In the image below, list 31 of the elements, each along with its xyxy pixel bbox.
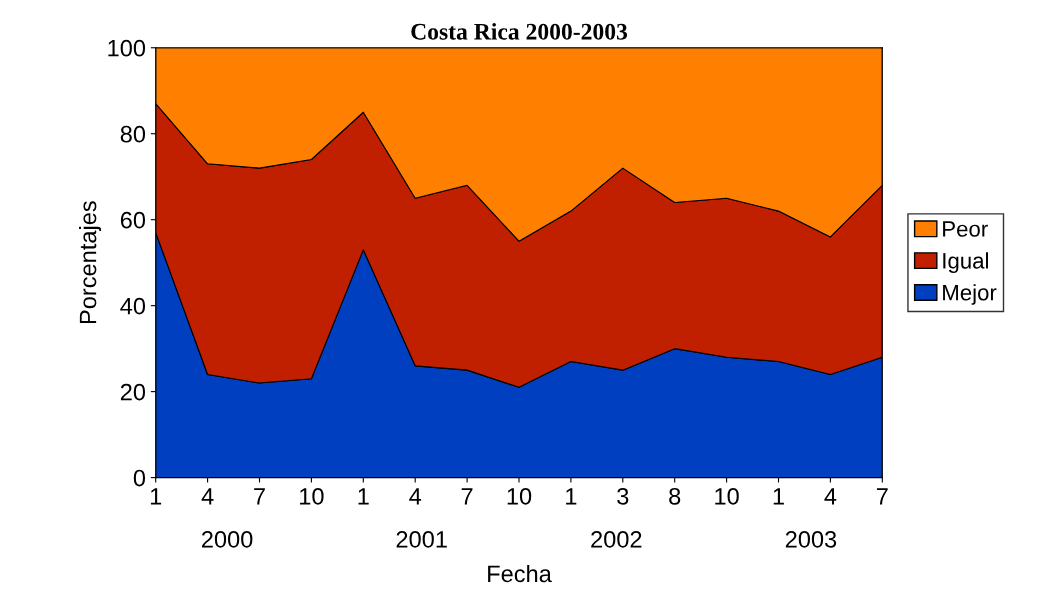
x-tick-label: 10 [507, 487, 532, 505]
y-tick-label: 40 [120, 297, 146, 315]
legend-label: Igual [943, 252, 988, 274]
text: 2003 [785, 531, 837, 548]
x-tick-label: 1 [150, 488, 162, 505]
x-tick-label: 7 [876, 488, 888, 505]
x-tick-label: 4 [824, 488, 837, 505]
y-tick-label: 60 [120, 211, 146, 229]
text: 2001 [396, 531, 447, 548]
x-tick-label: 7 [254, 488, 265, 505]
x-tick-label: 10 [300, 487, 324, 505]
x-tick-label: 1 [566, 488, 577, 505]
y-tick-label: 80 [120, 125, 146, 143]
x-tick-label: 3 [617, 487, 629, 505]
legend-label: Mejor [943, 284, 997, 305]
y-tick-label: 20 [120, 383, 146, 401]
y-tick-label: 100 [108, 39, 146, 57]
x-tick-label: 4 [201, 488, 214, 505]
x-axis-title: Fecha [488, 564, 552, 583]
x-tick-label: 1 [773, 488, 784, 505]
chart-title: Costa Rica 2000-2003 [411, 23, 628, 40]
x-tick-label: 7 [461, 488, 473, 505]
y-tick-label: 0 [133, 469, 146, 487]
text: 2002 [591, 531, 642, 548]
x-tick-label: 1 [358, 488, 369, 505]
text: 2000 [201, 531, 253, 548]
x-tick-label: 10 [715, 487, 739, 505]
y-axis-title: Porcentajes [79, 201, 102, 324]
legend-label: Peor [943, 221, 988, 237]
x-tick-label: 4 [409, 488, 422, 505]
x-tick-label: 8 [669, 487, 681, 505]
